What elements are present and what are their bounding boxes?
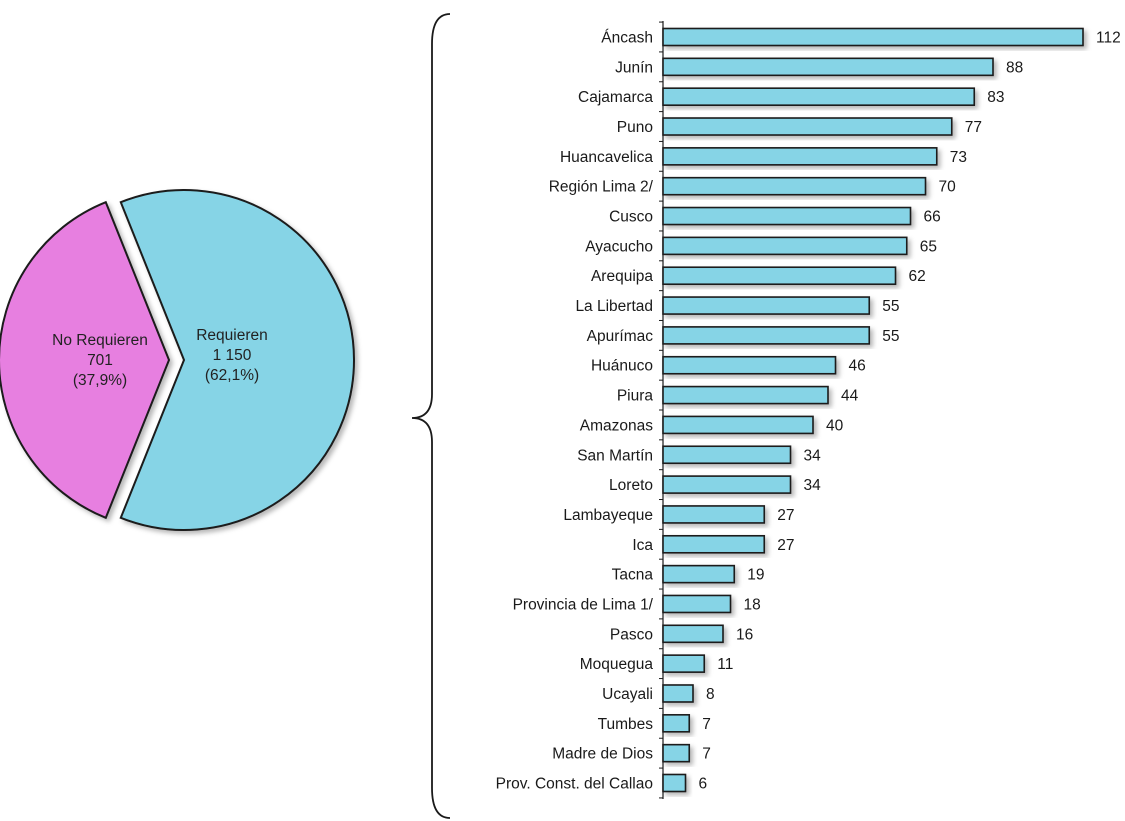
bar-13 xyxy=(662,415,814,435)
category-label-21: Moquegua xyxy=(580,656,654,673)
pie-label-requieren: Requieren 1 150 (62,1%) xyxy=(196,327,268,384)
bar-16 xyxy=(662,505,766,524)
pie-label-no-requieren: No Requieren 701 (37,9%) xyxy=(52,332,148,389)
bar-25 xyxy=(662,773,687,793)
value-label-24: 7 xyxy=(702,746,711,763)
bar-3 xyxy=(662,117,953,136)
category-label-0: Áncash xyxy=(601,30,653,47)
bar-24 xyxy=(662,743,691,763)
category-label-17: Ica xyxy=(632,537,653,554)
bar-12 xyxy=(662,385,829,405)
bar-22 xyxy=(662,684,694,703)
value-label-15: 34 xyxy=(804,477,822,494)
category-label-6: Cusco xyxy=(609,209,653,226)
bar-14 xyxy=(662,445,792,465)
category-label-2: Cajamarca xyxy=(578,89,653,106)
value-label-13: 40 xyxy=(826,417,844,434)
value-label-19: 18 xyxy=(744,596,761,613)
category-label-14: San Martín xyxy=(577,447,653,464)
pie-chart: No Requieren 701 (37,9%) Requieren 1 150 (62,… xyxy=(0,189,355,531)
bar-4 xyxy=(662,147,938,166)
bar-19 xyxy=(662,594,732,614)
curly-brace xyxy=(411,13,451,819)
value-label-8: 62 xyxy=(909,268,926,285)
bar-23 xyxy=(662,714,691,733)
bar-1 xyxy=(662,57,994,77)
value-label-0: 112 xyxy=(1096,30,1121,47)
bar-9 xyxy=(662,296,871,315)
category-label-23: Tumbes xyxy=(598,716,654,733)
value-label-5: 70 xyxy=(939,179,957,196)
category-label-7: Ayacucho xyxy=(585,238,653,255)
bar-5 xyxy=(662,176,927,196)
category-label-4: Huancavelica xyxy=(560,149,653,166)
pie-slice-no-requieren xyxy=(0,200,171,520)
category-label-20: Pasco xyxy=(610,626,653,643)
value-label-2: 83 xyxy=(987,89,1004,106)
category-label-3: Puno xyxy=(617,119,653,136)
bar-15 xyxy=(662,475,792,494)
category-label-11: Huánuco xyxy=(591,358,653,375)
pie-slice-requieren xyxy=(119,189,355,531)
bar-7 xyxy=(662,236,908,256)
bar-0 xyxy=(662,27,1084,47)
bar-10 xyxy=(662,326,871,345)
category-label-9: La Libertad xyxy=(575,298,653,315)
category-label-13: Amazonas xyxy=(580,417,653,434)
category-label-19: Provincia de Lima 1/ xyxy=(513,596,654,613)
category-label-25: Prov. Const. del Callao xyxy=(496,776,653,793)
value-label-20: 16 xyxy=(736,626,753,643)
value-label-22: 8 xyxy=(706,686,715,703)
value-label-17: 27 xyxy=(777,537,794,554)
value-label-3: 77 xyxy=(965,119,982,136)
value-label-4: 73 xyxy=(950,149,967,166)
bar-20 xyxy=(662,624,724,644)
value-label-10: 55 xyxy=(882,328,899,345)
bar-8 xyxy=(662,266,897,286)
category-label-10: Apurímac xyxy=(587,328,654,345)
category-label-22: Ucayali xyxy=(602,686,653,703)
category-label-15: Loreto xyxy=(609,477,653,494)
value-label-25: 6 xyxy=(699,776,708,793)
category-label-8: Arequipa xyxy=(591,268,653,285)
bar-6 xyxy=(662,206,912,226)
value-label-7: 65 xyxy=(920,238,937,255)
value-label-11: 46 xyxy=(849,358,866,375)
value-label-21: 11 xyxy=(717,656,733,673)
value-label-6: 66 xyxy=(924,209,941,226)
category-label-24: Madre de Dios xyxy=(552,746,653,763)
category-label-18: Tacna xyxy=(612,567,654,584)
category-label-5: Región Lima 2/ xyxy=(549,179,654,196)
bar-17 xyxy=(662,534,766,554)
bar-18 xyxy=(662,564,736,584)
category-label-12: Piura xyxy=(617,388,654,405)
bar-21 xyxy=(662,654,706,673)
value-label-23: 7 xyxy=(702,716,711,733)
value-label-12: 44 xyxy=(841,388,859,405)
value-label-1: 88 xyxy=(1006,59,1023,76)
value-label-14: 34 xyxy=(804,447,822,464)
bar-11 xyxy=(662,355,837,375)
bar-2 xyxy=(662,87,976,106)
value-label-18: 19 xyxy=(747,567,764,584)
value-label-16: 27 xyxy=(777,507,794,524)
category-label-1: Junín xyxy=(615,59,653,76)
value-label-9: 55 xyxy=(882,298,899,315)
category-label-16: Lambayeque xyxy=(563,507,653,524)
